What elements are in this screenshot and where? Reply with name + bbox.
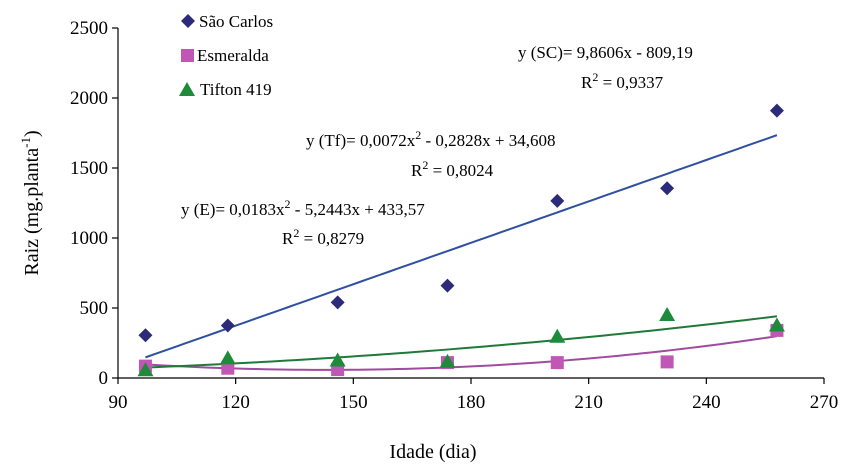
- x-ticks: 90 120 150 180 210 240 270: [109, 378, 839, 413]
- data-points: [137, 103, 785, 377]
- legend: São Carlos Esmeralda Tifton 419: [179, 12, 273, 99]
- data-point-square: [550, 356, 564, 370]
- r2-e-sup: 2: [293, 226, 299, 240]
- y-tick-label: 1500: [70, 158, 108, 179]
- equation-e-part2: - 5,2443x + 433,57: [291, 200, 426, 219]
- data-point-square: [660, 355, 674, 369]
- r2-sc-sup: 2: [592, 70, 598, 84]
- y-tick-label: 2500: [70, 18, 108, 39]
- equation-tf: y (Tf)= 0,0072x2 - 0,2828x + 34,608: [306, 128, 555, 150]
- data-point-triangle: [549, 328, 566, 343]
- r2-tf-base: R: [411, 161, 423, 180]
- data-point-triangle: [768, 317, 785, 332]
- fit-line-esmeralda: [145, 335, 778, 371]
- equation-e: y (E)= 0,0183x2 - 5,2443x + 433,57: [181, 197, 425, 219]
- y-tick-label: 500: [80, 298, 109, 319]
- legend-label-tifton: Tifton 419: [200, 80, 272, 99]
- x-tick-label: 90: [109, 392, 128, 413]
- r2-sc: R2 = 0,9337: [581, 70, 664, 92]
- y-ticks: 0 500 1000 1500 2000 2500: [70, 18, 118, 389]
- legend-label-sao-carlos: São Carlos: [199, 12, 273, 31]
- trend-lines: [145, 134, 778, 371]
- y-tick-label: 1000: [70, 228, 108, 249]
- data-point-diamond: [138, 328, 153, 343]
- equation-tf-part1: y (Tf)= 0,0072x: [306, 131, 416, 150]
- x-tick-label: 120: [221, 392, 250, 413]
- data-point-triangle: [137, 362, 154, 377]
- data-point-triangle: [439, 353, 456, 368]
- x-tick-label: 240: [692, 392, 721, 413]
- r2-e-base: R: [282, 229, 294, 248]
- y-tick-label: 0: [99, 368, 109, 389]
- legend-marker-diamond: [181, 14, 195, 28]
- legend-marker-square: [181, 49, 194, 62]
- r2-tf-value: = 0,8024: [428, 161, 493, 180]
- data-point-square: [221, 361, 235, 375]
- equation-sc: y (SC)= 9,8606x - 809,19: [518, 43, 693, 62]
- x-tick-label: 180: [457, 392, 486, 413]
- x-tick-label: 270: [810, 392, 839, 413]
- r2-e: R2 = 0,8279: [282, 226, 364, 248]
- data-point-diamond: [769, 103, 784, 118]
- y-axis-title-sup: -1: [18, 137, 33, 148]
- equation-tf-part2: - 0,2828x + 34,608: [421, 131, 555, 150]
- y-axis-title-end: ): [21, 130, 43, 137]
- y-axis-title-main: Raiz (mg.planta: [21, 148, 43, 276]
- data-point-triangle: [219, 350, 236, 365]
- x-tick-label: 210: [574, 392, 603, 413]
- y-tick-label: 2000: [70, 88, 108, 109]
- legend-item-sao-carlos: São Carlos: [181, 12, 273, 31]
- r2-e-value: = 0,8279: [299, 229, 364, 248]
- data-point-triangle: [659, 307, 676, 321]
- data-point-diamond: [330, 295, 345, 310]
- y-axis-title: Raiz (mg.planta-1): [18, 130, 43, 275]
- data-point-diamond: [440, 278, 455, 293]
- legend-item-esmeralda: Esmeralda: [181, 46, 269, 65]
- equation-annotations: y (SC)= 9,8606x - 809,19 R2 = 0,9337 y (…: [181, 43, 693, 248]
- equation-e-sup: 2: [285, 197, 291, 211]
- data-point-triangle: [329, 352, 346, 367]
- data-point-diamond: [660, 181, 675, 196]
- legend-item-tifton: Tifton 419: [179, 80, 272, 99]
- equation-e-part1: y (E)= 0,0183x: [181, 200, 285, 219]
- legend-marker-triangle: [179, 82, 195, 96]
- data-point-diamond: [220, 318, 235, 333]
- x-tick-label: 150: [339, 392, 368, 413]
- legend-label-esmeralda: Esmeralda: [197, 46, 269, 65]
- x-axis-title: Idade (dia): [389, 441, 476, 463]
- r2-tf-sup: 2: [422, 158, 428, 172]
- data-point-diamond: [550, 193, 565, 208]
- r2-sc-value: = 0,9337: [598, 73, 663, 92]
- r2-tf: R2 = 0,8024: [411, 158, 494, 180]
- equation-tf-sup: 2: [415, 128, 421, 142]
- axes: 0 500 1000 1500 2000 2500 90 120 150 180 210 240 27…: [70, 18, 838, 413]
- fit-line-tifton: [145, 315, 778, 369]
- fit-line-sao-carlos: [145, 134, 778, 359]
- r2-sc-base: R: [581, 73, 593, 92]
